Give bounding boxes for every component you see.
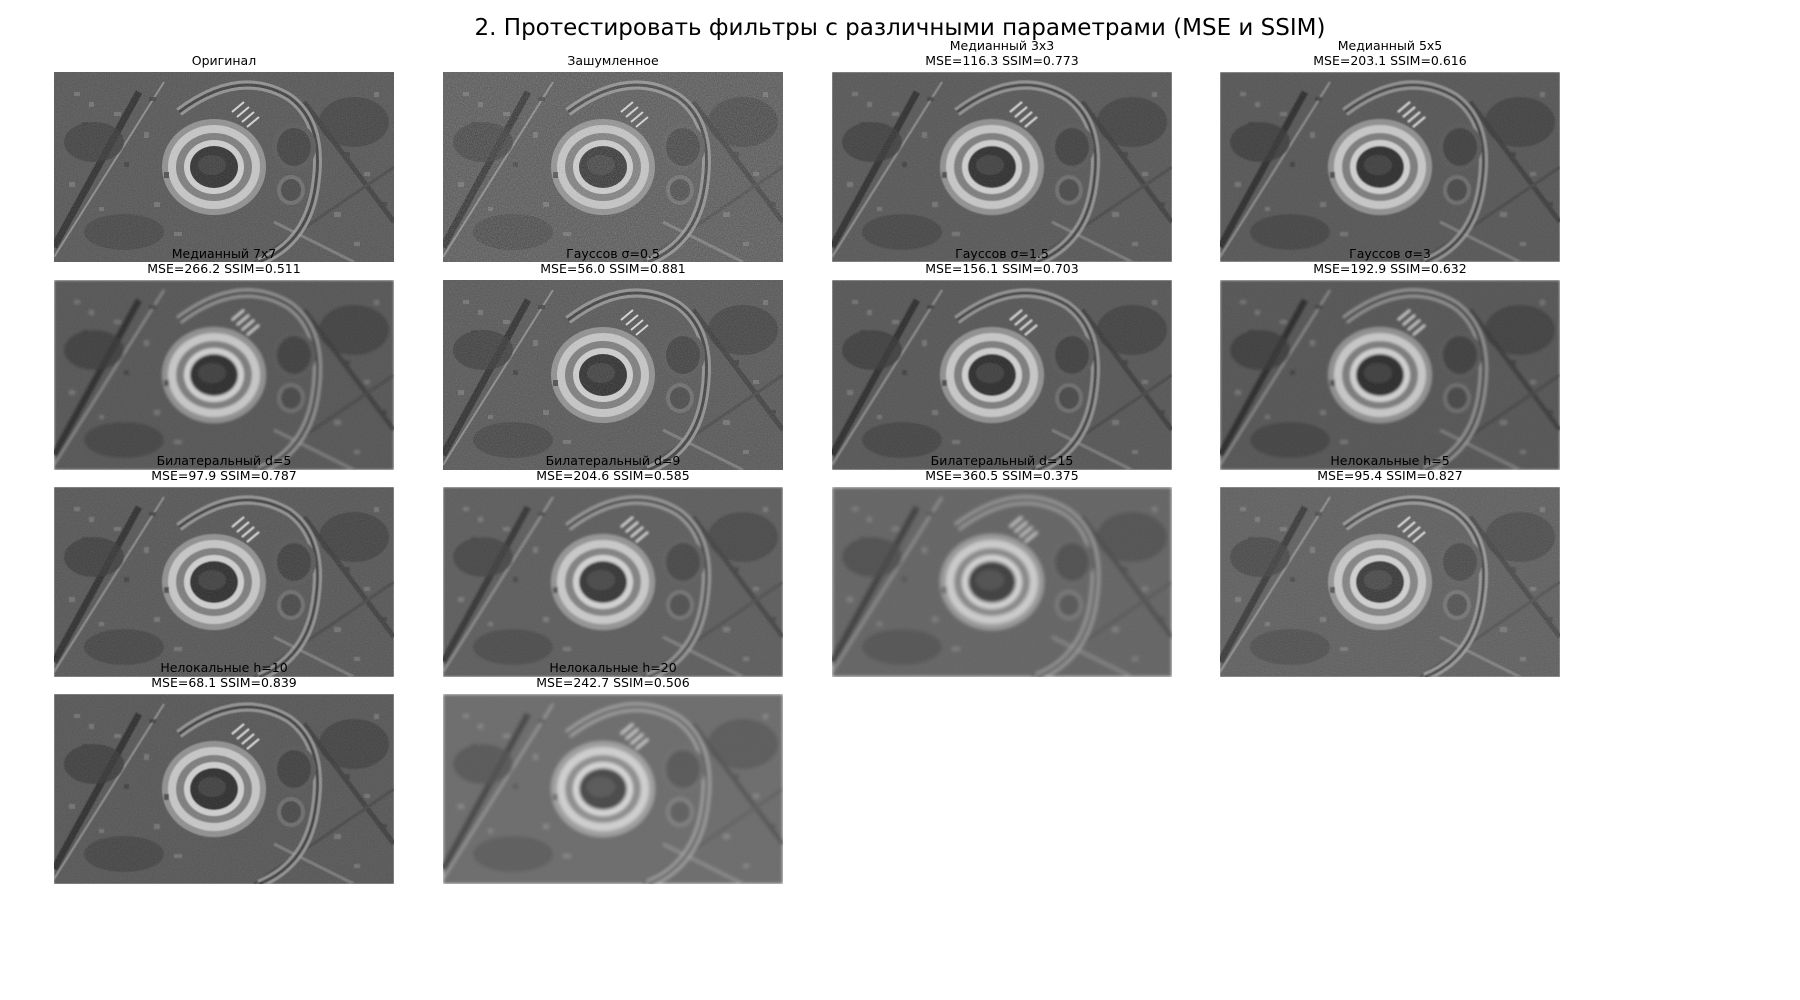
panel-metrics-label: MSE=97.9 SSIM=0.787 [151,468,297,483]
aerial-stadium-image [832,487,1172,677]
panel-metrics-label: MSE=242.7 SSIM=0.506 [536,675,690,690]
panel-title: Медианный 3x3 MSE=116.3 SSIM=0.773 [832,38,1172,68]
aerial-stadium-image [832,280,1172,470]
panel-title: Гауссов σ=0.5 MSE=56.0 SSIM=0.881 [443,246,783,276]
aerial-stadium-image [54,280,394,470]
panel-metrics-label: MSE=360.5 SSIM=0.375 [925,468,1079,483]
figure-title: 2. Протестировать фильтры с различными п… [474,15,1326,41]
panel-metrics-label: MSE=203.1 SSIM=0.616 [1313,53,1467,68]
image-panel-4: Медианный 5x5 MSE=203.1 SSIM=0.616 [1220,38,1560,262]
panel-title-label: Билатеральный d=15 [930,453,1074,468]
aerial-stadium-image [443,487,783,677]
panel-title: Гауссов σ=1.5 MSE=156.1 SSIM=0.703 [832,246,1172,276]
image-panel-2: Зашумленное [443,38,783,262]
aerial-stadium-image [1220,280,1560,470]
image-panel-11: Билатеральный d=15 MSE=360.5 SSIM=0.375 [832,453,1172,677]
panel-title: Билатеральный d=9 MSE=204.6 SSIM=0.585 [443,453,783,483]
aerial-stadium-image [54,487,394,677]
panel-metrics-label: MSE=95.4 SSIM=0.827 [1317,468,1463,483]
panel-title-label: Медианный 3x3 [949,38,1055,53]
panel-metrics-label: MSE=266.2 SSIM=0.511 [147,261,301,276]
panel-title-label: Нелокальные h=5 [1330,453,1450,468]
image-panel-14: Нелокальные h=20 MSE=242.7 SSIM=0.506 [443,660,783,884]
image-panel-8: Гауссов σ=3 MSE=192.9 SSIM=0.632 [1220,246,1560,470]
panel-title-label: Нелокальные h=20 [549,660,677,675]
image-panel-5: Медианный 7x7 MSE=266.2 SSIM=0.511 [54,246,394,470]
image-panel-7: Гауссов σ=1.5 MSE=156.1 SSIM=0.703 [832,246,1172,470]
panel-title: Нелокальные h=10 MSE=68.1 SSIM=0.839 [54,660,394,690]
aerial-stadium-image [54,72,394,262]
panel-title-label: Нелокальные h=10 [160,660,288,675]
panel-title: Гауссов σ=3 MSE=192.9 SSIM=0.632 [1220,246,1560,276]
image-panel-1: Оригинал [54,38,394,262]
panel-metrics-label: MSE=116.3 SSIM=0.773 [925,53,1079,68]
panel-title: Билатеральный d=15 MSE=360.5 SSIM=0.375 [832,453,1172,483]
panel-metrics-label: MSE=204.6 SSIM=0.585 [536,468,690,483]
panel-title-label: Гауссов σ=1.5 [955,246,1049,261]
image-panel-6: Гауссов σ=0.5 MSE=56.0 SSIM=0.881 [443,246,783,470]
image-panel-12: Нелокальные h=5 MSE=95.4 SSIM=0.827 [1220,453,1560,677]
panel-metrics-label: MSE=192.9 SSIM=0.632 [1313,261,1467,276]
panel-title-label: Медианный 5x5 [1337,38,1443,53]
aerial-stadium-image [443,72,783,262]
aerial-stadium-image [443,280,783,470]
panel-title: Билатеральный d=5 MSE=97.9 SSIM=0.787 [54,453,394,483]
panel-title: Нелокальные h=5 MSE=95.4 SSIM=0.827 [1220,453,1560,483]
aerial-stadium-image [1220,487,1560,677]
panel-title: Медианный 5x5 MSE=203.1 SSIM=0.616 [1220,38,1560,68]
aerial-stadium-image [1220,72,1560,262]
panel-metrics-label: MSE=68.1 SSIM=0.839 [151,675,297,690]
panel-title-label: Гауссов σ=0.5 [566,246,660,261]
panel-metrics-label: MSE=156.1 SSIM=0.703 [925,261,1079,276]
panel-title-label: Билатеральный d=9 [545,453,681,468]
panel-title-label: Медианный 7x7 [171,246,277,261]
aerial-stadium-image [54,694,394,884]
image-panel-10: Билатеральный d=9 MSE=204.6 SSIM=0.585 [443,453,783,677]
aerial-stadium-image [443,694,783,884]
image-panel-13: Нелокальные h=10 MSE=68.1 SSIM=0.839 [54,660,394,884]
aerial-stadium-image [832,72,1172,262]
panel-title: Зашумленное [443,38,783,68]
panel-title: Медианный 7x7 MSE=266.2 SSIM=0.511 [54,246,394,276]
image-panel-3: Медианный 3x3 MSE=116.3 SSIM=0.773 [832,38,1172,262]
panel-title-label: Оригинал [191,53,257,68]
panel-title: Оригинал [54,38,394,68]
panel-title-label: Зашумленное [567,53,659,68]
panel-metrics-label: MSE=56.0 SSIM=0.881 [540,261,686,276]
panel-title-label: Билатеральный d=5 [156,453,292,468]
image-panel-9: Билатеральный d=5 MSE=97.9 SSIM=0.787 [54,453,394,677]
panel-title: Нелокальные h=20 MSE=242.7 SSIM=0.506 [443,660,783,690]
panel-title-label: Гауссов σ=3 [1349,246,1431,261]
